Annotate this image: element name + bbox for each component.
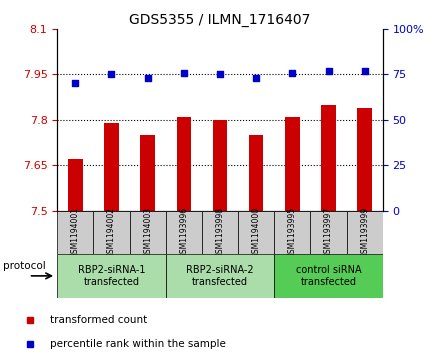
Text: GSM1193996: GSM1193996 xyxy=(180,207,188,258)
Bar xyxy=(311,211,347,254)
Bar xyxy=(202,211,238,254)
Bar xyxy=(104,123,119,211)
Title: GDS5355 / ILMN_1716407: GDS5355 / ILMN_1716407 xyxy=(129,13,311,26)
Point xyxy=(216,72,224,77)
Bar xyxy=(357,108,372,211)
Point xyxy=(144,75,151,81)
Bar xyxy=(57,211,93,254)
Text: GSM1193999: GSM1193999 xyxy=(360,207,369,258)
Bar xyxy=(68,159,83,211)
Point xyxy=(289,70,296,76)
Text: RBP2-siRNA-1
transfected: RBP2-siRNA-1 transfected xyxy=(78,265,145,287)
Text: percentile rank within the sample: percentile rank within the sample xyxy=(50,339,226,349)
Bar xyxy=(166,254,274,298)
Text: RBP2-siRNA-2
transfected: RBP2-siRNA-2 transfected xyxy=(186,265,254,287)
Bar xyxy=(166,211,202,254)
Bar xyxy=(213,120,227,211)
Bar xyxy=(274,254,383,298)
Bar xyxy=(57,254,166,298)
Point xyxy=(108,72,115,77)
Point xyxy=(325,68,332,74)
Text: GSM1193995: GSM1193995 xyxy=(288,207,297,258)
Bar xyxy=(140,135,155,211)
Bar xyxy=(321,105,336,211)
Point xyxy=(180,70,187,76)
Text: GSM1193997: GSM1193997 xyxy=(324,207,333,258)
Text: control siRNA
transfected: control siRNA transfected xyxy=(296,265,361,287)
Text: GSM1194002: GSM1194002 xyxy=(107,207,116,258)
Bar xyxy=(347,211,383,254)
Text: GSM1194001: GSM1194001 xyxy=(71,207,80,258)
Bar xyxy=(274,211,311,254)
Text: protocol: protocol xyxy=(3,261,46,271)
Bar xyxy=(129,211,166,254)
Point xyxy=(361,68,368,74)
Bar xyxy=(238,211,274,254)
Text: GSM1194000: GSM1194000 xyxy=(252,207,260,258)
Bar xyxy=(176,117,191,211)
Text: transformed count: transformed count xyxy=(50,315,147,325)
Bar xyxy=(93,211,129,254)
Text: GSM1194003: GSM1194003 xyxy=(143,207,152,258)
Bar xyxy=(285,117,300,211)
Bar xyxy=(249,135,264,211)
Text: GSM1193998: GSM1193998 xyxy=(216,207,224,258)
Point xyxy=(253,75,260,81)
Point xyxy=(72,81,79,86)
